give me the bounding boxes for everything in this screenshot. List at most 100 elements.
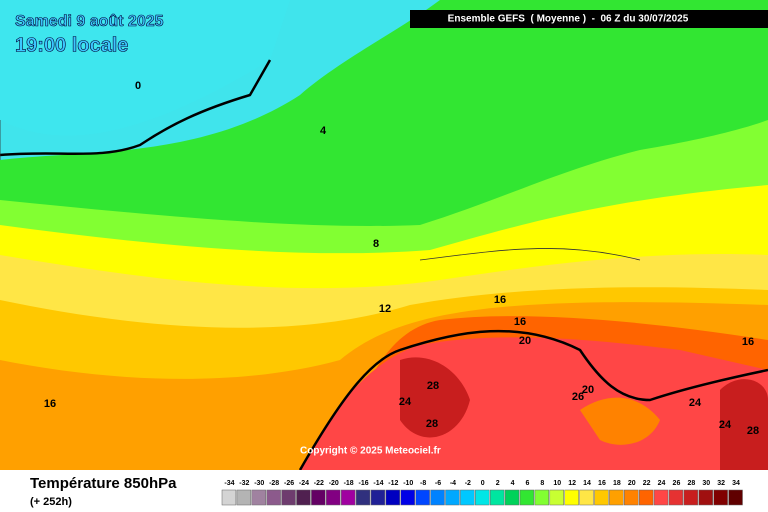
legend-label: 8 — [540, 480, 544, 487]
contour-label: 24 — [399, 396, 412, 408]
forecast-time: 19:00 locale — [15, 34, 128, 56]
contour-labels: 0 4 8 12 16 16 16 20 20 24 28 28 26 24 24 28 16 — [44, 80, 759, 437]
legend-label: -28 — [269, 480, 279, 487]
legend-swatch — [281, 489, 296, 506]
legend-swatch — [400, 489, 415, 506]
legend-swatch — [445, 489, 460, 506]
legend-swatch — [638, 489, 654, 506]
legend-swatch — [668, 489, 684, 506]
legend-label: 12 — [568, 480, 576, 487]
contour-label: 8 — [373, 238, 379, 250]
legend-label: 28 — [687, 480, 695, 487]
legend-label: -26 — [284, 480, 294, 487]
legend-label: -14 — [373, 480, 383, 487]
model-info: Ensemble GEFS ( Moyenne ) - 06 Z du 30/0… — [448, 14, 689, 25]
legend-swatch — [251, 489, 266, 506]
variable-name: Température 850hPa — [30, 475, 177, 492]
legend-label: 14 — [583, 480, 591, 487]
legend-swatch — [519, 489, 535, 506]
contours — [0, 59, 768, 471]
legend-label: -22 — [314, 480, 324, 487]
legend-label: 0 — [481, 480, 485, 487]
legend-label: 4 — [511, 480, 515, 487]
legend-swatch — [236, 489, 252, 506]
contour-label: 16 — [494, 294, 506, 306]
legend-label: -16 — [358, 480, 368, 487]
legend-label: -2 — [465, 480, 471, 487]
legend-label: -30 — [254, 480, 264, 487]
lead-time: (+ 252h) — [30, 496, 72, 508]
model-banner — [410, 10, 768, 28]
legend-swatch — [504, 489, 520, 506]
legend-label: -6 — [435, 480, 441, 487]
legend-swatch — [728, 489, 743, 506]
legend-swatch — [266, 489, 281, 506]
contour-label: 12 — [379, 303, 391, 315]
legend-label: -32 — [239, 480, 249, 487]
legend-swatch — [564, 489, 579, 506]
temperature-field — [0, 0, 768, 470]
legend-label: 24 — [658, 480, 666, 487]
legend-label: 34 — [732, 480, 740, 487]
legend-label: -20 — [329, 480, 339, 487]
legend-swatch — [579, 489, 594, 506]
legend-swatch — [430, 489, 445, 506]
legend-swatch — [489, 489, 505, 506]
legend-swatch — [370, 489, 386, 506]
legend-swatch — [653, 489, 669, 506]
contour-label: 20 — [519, 335, 531, 347]
legend-swatch — [594, 489, 609, 506]
legend-swatch — [534, 489, 550, 506]
legend-swatch — [340, 489, 356, 506]
legend-swatch — [415, 489, 430, 506]
contour-label: 28 — [427, 380, 439, 392]
legend-swatch — [355, 489, 371, 506]
copyright: Copyright © 2025 Meteociel.fr — [300, 446, 441, 457]
legend-label: 20 — [628, 480, 636, 487]
legend-swatch — [221, 489, 237, 506]
legend-swatch — [385, 489, 401, 506]
legend-label: -24 — [299, 480, 309, 487]
legend-swatch — [326, 489, 341, 506]
legend-swatch — [713, 489, 728, 506]
legend-label: -12 — [388, 480, 398, 487]
legend-swatch — [624, 489, 639, 506]
contour-label: 4 — [320, 125, 327, 137]
legend-swatch — [311, 489, 326, 506]
legend-label: -34 — [224, 480, 234, 487]
legend-label: 22 — [643, 480, 651, 487]
contour-label: 28 — [426, 418, 438, 430]
legend-swatch — [296, 489, 311, 506]
legend-label: 18 — [613, 480, 621, 487]
contour-label: 16 — [44, 398, 56, 410]
legend-swatch — [549, 489, 564, 506]
legend-label: 30 — [702, 480, 710, 487]
legend-label: -4 — [450, 480, 456, 487]
legend-label: -18 — [344, 480, 354, 487]
legend-label: -8 — [420, 480, 426, 487]
legend-label: 16 — [598, 480, 606, 487]
legend-swatch — [460, 489, 475, 506]
contour-label: 24 — [719, 419, 732, 431]
contour-label: 0 — [135, 80, 141, 92]
contour-label: 26 — [572, 391, 584, 403]
legend-label: 2 — [496, 480, 500, 487]
color-legend: -34 -32 -30 -28 -26 -24 -22 -20 -18 -16 -14 -12 -10-… — [221, 480, 743, 506]
forecast-date: Samedi 9 août 2025 — [15, 13, 164, 30]
legend-label: 6 — [525, 480, 529, 487]
contour-label: 16 — [742, 336, 754, 348]
legend-label: 10 — [553, 480, 561, 487]
legend-swatch — [475, 489, 490, 506]
contour-label: 28 — [747, 425, 759, 437]
contour-label: 16 — [514, 316, 526, 328]
legend-label: -10 — [403, 480, 413, 487]
legend-label: 26 — [673, 480, 681, 487]
contour-label: 24 — [689, 397, 702, 409]
contour-label: 20 — [582, 384, 594, 396]
legend-swatch — [609, 489, 624, 506]
legend-swatch — [683, 489, 699, 506]
legend-swatch — [698, 489, 713, 506]
legend-label: 32 — [717, 480, 725, 487]
